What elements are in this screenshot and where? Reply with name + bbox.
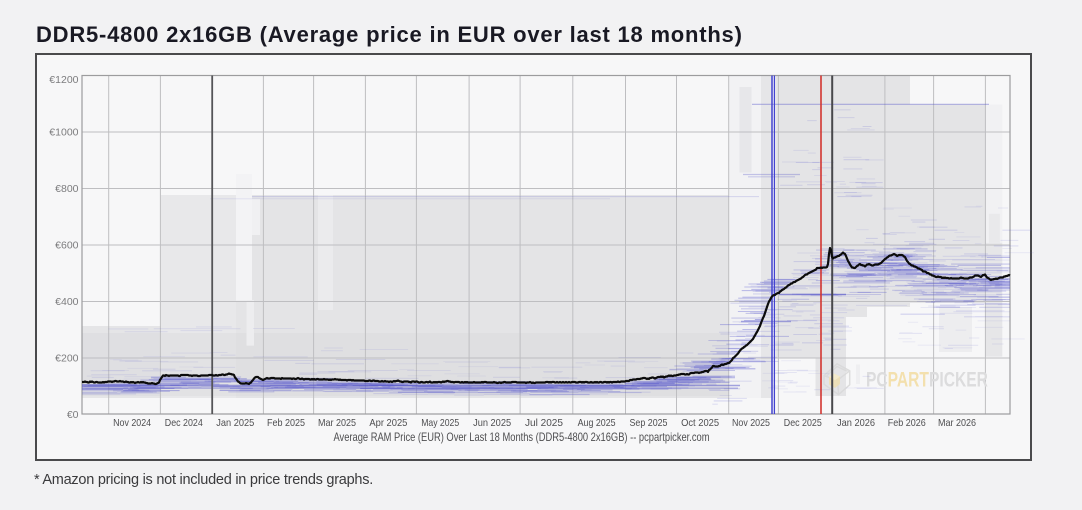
svg-text:Oct 2025: Oct 2025 — [681, 418, 719, 429]
svg-text:Sep 2025: Sep 2025 — [630, 418, 668, 429]
svg-text:Aug 2025: Aug 2025 — [578, 418, 616, 429]
svg-text:€0: €0 — [67, 409, 79, 421]
svg-text:Jan 2026: Jan 2026 — [837, 418, 875, 429]
svg-text:Mar 2025: Mar 2025 — [318, 418, 356, 429]
svg-text:Feb 2026: Feb 2026 — [888, 418, 926, 429]
svg-text:Jul 2025: Jul 2025 — [525, 418, 563, 429]
svg-text:Dec 2025: Dec 2025 — [784, 418, 822, 429]
svg-text:€1200: €1200 — [49, 74, 78, 86]
svg-text:€800: €800 — [55, 183, 79, 195]
svg-text:€200: €200 — [55, 353, 79, 365]
svg-text:Nov 2025: Nov 2025 — [732, 418, 770, 429]
svg-text:Dec 2024: Dec 2024 — [165, 418, 203, 429]
svg-text:Jan 2025: Jan 2025 — [216, 418, 254, 429]
svg-text:PCPARTPICKER: PCPARTPICKER — [866, 367, 988, 391]
svg-text:May 2025: May 2025 — [421, 418, 459, 429]
svg-text:Apr 2025: Apr 2025 — [369, 418, 407, 429]
svg-text:Average RAM Price (EUR) Over L: Average RAM Price (EUR) Over Last 18 Mon… — [334, 430, 710, 444]
svg-text:€400: €400 — [55, 296, 79, 308]
svg-text:Mar 2026: Mar 2026 — [938, 418, 976, 429]
svg-text:€600: €600 — [55, 240, 79, 252]
svg-text:Nov 2024: Nov 2024 — [113, 418, 151, 429]
svg-text:€1000: €1000 — [49, 127, 78, 139]
svg-text:Feb 2025: Feb 2025 — [267, 418, 305, 429]
svg-text:Jun 2025: Jun 2025 — [473, 418, 511, 429]
